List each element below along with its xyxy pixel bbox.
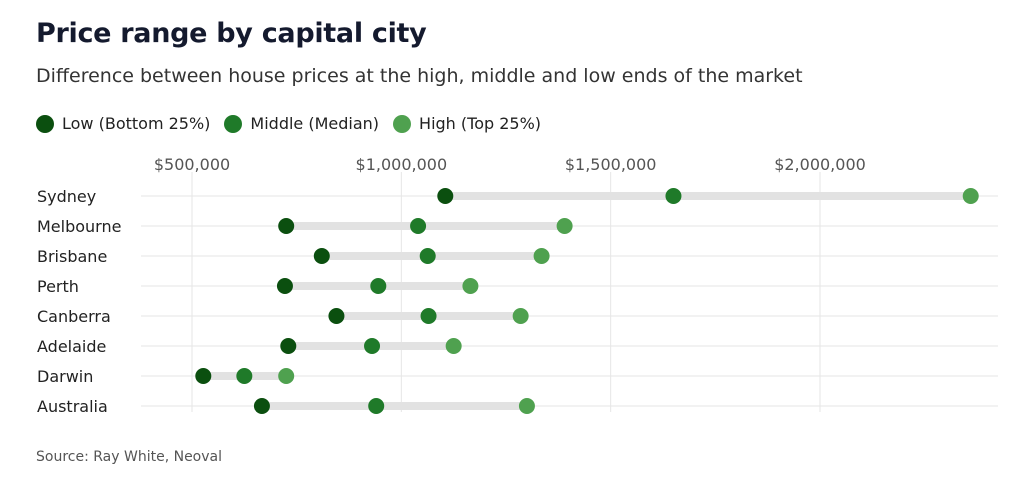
legend-dot-middle [224, 114, 243, 133]
dot-high [512, 308, 529, 324]
legend-dot-high [393, 114, 412, 133]
dot-high [462, 278, 479, 294]
chart-subtitle: Difference between house prices at the h… [36, 65, 803, 87]
category-label: Sydney [37, 187, 96, 206]
category-label: Adelaide [37, 337, 106, 356]
category-label: Australia [37, 397, 108, 416]
dot-middle [410, 218, 427, 234]
legend-item-high: High (Top 25%) [393, 114, 541, 133]
dot-middle [236, 368, 253, 384]
category-label: Darwin [37, 367, 93, 386]
dot-middle [419, 248, 436, 264]
legend-item-middle: Middle (Median) [224, 114, 379, 133]
category-label: Brisbane [37, 247, 107, 266]
category-label: Canberra [37, 307, 111, 326]
dot-low [280, 338, 297, 354]
dot-middle [364, 338, 381, 354]
legend-label-middle: Middle (Median) [250, 114, 380, 133]
dot-low [278, 218, 295, 234]
dot-low [195, 368, 212, 384]
dot-low [276, 278, 293, 294]
dot-low [313, 248, 330, 264]
dot-high [556, 218, 573, 234]
dot-low [437, 188, 454, 204]
legend-dot-low [36, 114, 54, 133]
legend-label-high: High (Top 25%) [419, 114, 542, 133]
dot-high [445, 338, 462, 354]
dot-middle [368, 398, 385, 414]
dot-high [533, 248, 550, 264]
x-tick-label: $1,500,000 [565, 155, 657, 174]
category-label: Perth [37, 277, 79, 296]
x-tick-label: $500,000 [154, 155, 230, 174]
dot-middle [420, 308, 437, 324]
x-tick-label: $1,000,000 [356, 155, 448, 174]
category-label: Melbourne [37, 217, 121, 236]
dot-high [962, 188, 979, 204]
dot-low [328, 308, 345, 324]
source-note: Source: Ray White, Neoval [36, 449, 222, 465]
dot-high [518, 398, 535, 414]
dot-low [253, 398, 270, 414]
dot-middle [665, 188, 682, 204]
legend-item-low: Low (Bottom 25%) [36, 114, 210, 133]
chart-title: Price range by capital city [36, 18, 427, 49]
x-tick-label: $2,000,000 [774, 155, 866, 174]
dot-high [278, 368, 295, 384]
dot-middle [370, 278, 387, 294]
legend: Low (Bottom 25%) Middle (Median) High (T… [36, 114, 541, 133]
dot-range-chart: $500,000 $1,000,000 $1,500,000 $2,000,000 Sy… [37, 155, 998, 416]
legend-label-low: Low (Bottom 25%) [62, 114, 211, 133]
